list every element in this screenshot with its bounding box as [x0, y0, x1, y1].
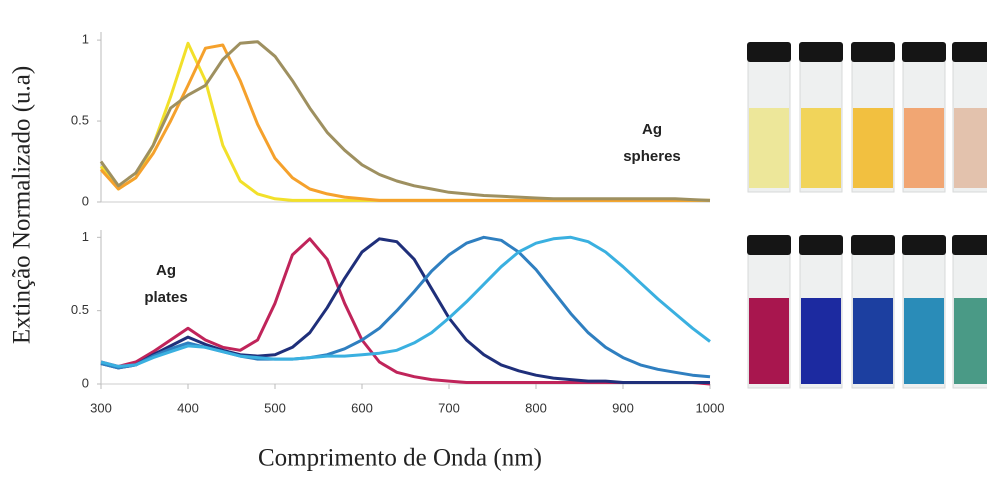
annotation: spheres — [623, 148, 681, 165]
vial-liquid — [904, 108, 944, 188]
y-tick-label: 0.5 — [71, 302, 89, 317]
x-tick-label: 300 — [90, 400, 112, 415]
data-line — [100, 237, 710, 384]
data-line — [100, 235, 711, 379]
annotation: Ag — [642, 121, 662, 138]
annotation: plates — [144, 289, 187, 306]
x-tick-label: 700 — [438, 400, 460, 415]
vial-cap — [902, 42, 946, 62]
vial-cap — [747, 42, 791, 62]
vial-cap — [902, 235, 946, 255]
vial-cap — [799, 235, 843, 255]
vial-liquid — [954, 298, 987, 384]
vial-liquid — [904, 298, 944, 384]
vial-liquid — [801, 298, 841, 384]
data-line — [100, 237, 711, 386]
vial-cap — [747, 235, 791, 255]
x-axis-title: Comprimento de Onda (nm) — [258, 445, 542, 472]
vial-cap — [952, 42, 987, 62]
vial-liquid — [853, 298, 893, 384]
vial-liquid — [853, 108, 893, 188]
x-tick-label: 400 — [177, 400, 199, 415]
y-tick-label: 1 — [82, 32, 89, 47]
y-tick-label: 1 — [82, 229, 89, 244]
x-tick-label: 900 — [612, 400, 634, 415]
vial-cap — [799, 42, 843, 62]
data-line — [100, 235, 711, 368]
x-tick-label: 800 — [525, 400, 547, 415]
vial-liquid — [801, 108, 841, 188]
data-line — [99, 43, 710, 202]
x-tick-label: 600 — [351, 400, 373, 415]
vial-cap — [952, 235, 987, 255]
annotation: Ag — [156, 262, 176, 279]
data-line — [99, 40, 711, 202]
y-axis-title: Extinção Normalizado (u.a) — [9, 66, 36, 344]
x-tick-label: 500 — [264, 400, 286, 415]
vial-liquid — [749, 298, 789, 384]
vial-liquid — [749, 108, 789, 188]
y-tick-label: 0.5 — [71, 112, 89, 127]
vial-cap — [851, 235, 895, 255]
y-tick-label: 0 — [82, 375, 89, 390]
y-tick-label: 0 — [82, 193, 89, 208]
vial-liquid — [954, 108, 987, 188]
x-tick-label: 1000 — [696, 400, 725, 415]
vial-cap — [851, 42, 895, 62]
data-line — [99, 41, 710, 202]
